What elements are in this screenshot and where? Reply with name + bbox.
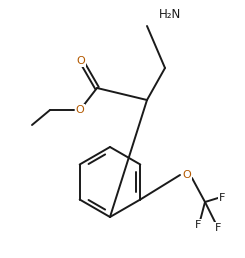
Text: F: F [215, 223, 221, 233]
Text: O: O [76, 105, 84, 115]
Text: O: O [183, 170, 191, 180]
Text: O: O [77, 56, 85, 66]
Text: F: F [195, 220, 201, 230]
Text: F: F [219, 193, 225, 203]
Text: H₂N: H₂N [159, 7, 181, 20]
